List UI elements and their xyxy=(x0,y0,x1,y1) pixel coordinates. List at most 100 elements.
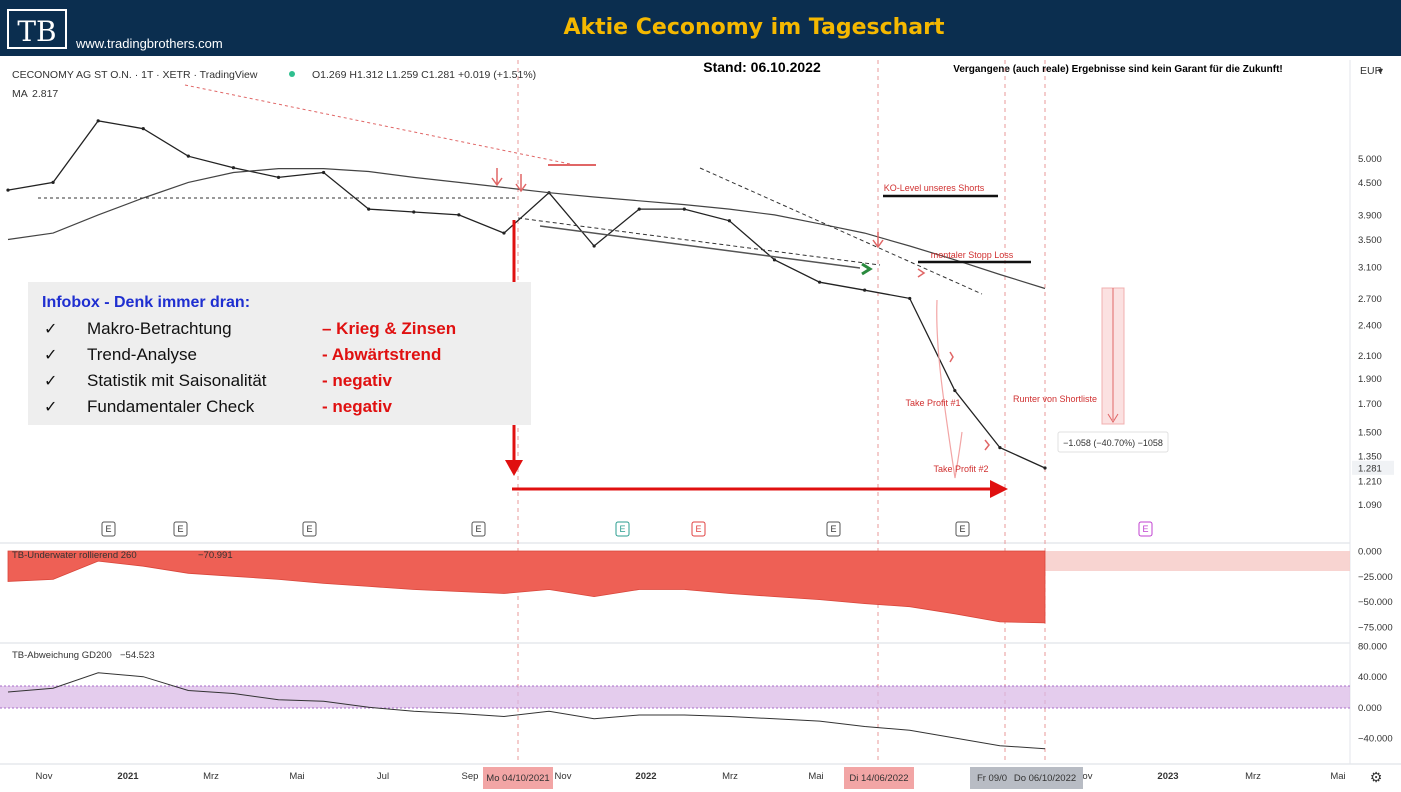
take-profit-1-label: Take Profit #1 xyxy=(905,398,960,408)
date-highlight-3-label: Fr 09/0 xyxy=(977,773,1007,784)
price-point xyxy=(276,175,281,179)
price-tick-label: 3.500 xyxy=(1358,235,1382,246)
time-axis-label: Sep xyxy=(462,771,479,782)
event-marker[interactable] xyxy=(615,521,630,537)
gd200-tick-label: 80.000 xyxy=(1358,642,1387,653)
price-point xyxy=(51,180,55,184)
price-point xyxy=(367,207,371,211)
ko-level-label: KO-Level unseres Shorts xyxy=(884,183,985,193)
event-marker-label: E xyxy=(105,524,111,534)
date-highlight-1 xyxy=(483,767,553,789)
chevron-down-icon[interactable]: ▾ xyxy=(1378,66,1383,77)
arrow-head-right-icon xyxy=(990,480,1008,498)
event-marker[interactable] xyxy=(691,521,706,537)
measure-arrow-icon xyxy=(1107,413,1119,423)
short-signal-arrows xyxy=(491,168,884,249)
price-point xyxy=(141,127,145,131)
gd200-tick-label: 40.000 xyxy=(1358,672,1387,683)
event-marker-label: E xyxy=(177,524,183,534)
arrow-head-down-icon xyxy=(505,460,523,476)
upper-dashed-trendline[interactable] xyxy=(699,167,983,295)
time-axis-label: Mrz xyxy=(722,771,738,782)
time-axis-label: Nov xyxy=(36,771,53,782)
arrow-down-icon xyxy=(872,232,884,249)
price-point xyxy=(96,119,100,123)
time-axis-label: Mai xyxy=(289,771,304,782)
event-marker[interactable] xyxy=(1138,521,1153,537)
time-axis[interactable]: Nov 2021 Mrz Mai Jul Sep Nov 2022 Mrz Ma… xyxy=(36,771,1346,782)
ma-series-line xyxy=(7,168,1046,290)
price-point xyxy=(727,219,731,223)
price-point xyxy=(231,166,236,170)
gear-icon[interactable]: ⚙ xyxy=(1370,770,1383,786)
website-link[interactable]: www.tradingbrothers.com xyxy=(75,36,223,51)
time-axis-label: Jul xyxy=(377,771,389,782)
price-point xyxy=(592,244,596,248)
price-point xyxy=(1043,466,1047,470)
infobox-item-value: - negativ xyxy=(322,397,392,416)
price-tick-label: 1.900 xyxy=(1358,374,1382,385)
underwater-area xyxy=(7,550,1046,624)
gd200-series-group xyxy=(7,672,1046,750)
time-axis-label: Mrz xyxy=(1245,771,1261,782)
event-marker[interactable] xyxy=(955,521,970,537)
gd200-indicator-value: −54.523 xyxy=(120,650,155,661)
checkmark-icon: ✓ xyxy=(44,373,57,390)
event-marker-label: E xyxy=(306,524,312,534)
infobox-item-value: – Krieg & Zinsen xyxy=(322,319,456,338)
checkmark-icon: ✓ xyxy=(44,347,57,364)
arrow-down-icon xyxy=(491,168,503,187)
time-axis-label: 2022 xyxy=(635,771,656,782)
symbol-line: CECONOMY AG ST O.N. · 1T · XETR · Tradin… xyxy=(12,69,258,81)
chevron-right-icon xyxy=(949,351,954,363)
time-axis-label: 2021 xyxy=(117,771,139,782)
time-axis-label: Mai xyxy=(808,771,823,782)
price-series-group xyxy=(6,119,1047,470)
infobox-list: ✓ Makro-Betrachtung – Krieg & Zinsen ✓ T… xyxy=(44,319,456,416)
channel-bottom-line[interactable] xyxy=(539,225,861,269)
underwater-axis[interactable]: 0.000 −25.000 −50.000 −75.000 xyxy=(1358,547,1393,634)
event-marker[interactable] xyxy=(173,521,188,537)
price-point xyxy=(908,296,912,301)
gd200-tick-label: 0.000 xyxy=(1358,703,1382,714)
price-tick-label: 1.210 xyxy=(1358,476,1382,487)
header-bar xyxy=(0,0,1401,56)
price-point xyxy=(637,207,641,211)
stop-loss-label: mentaler Stopp Loss xyxy=(931,250,1014,260)
price-point xyxy=(6,188,10,192)
infobox-item-label: Trend-Analyse xyxy=(87,345,197,364)
price-tick-label: 2.700 xyxy=(1358,294,1382,305)
logo-box xyxy=(7,9,67,49)
ohlc-values: O1.269 H1.312 L1.259 C1.281 +0.019 (+1.5… xyxy=(312,69,536,81)
live-dot-icon xyxy=(289,71,295,77)
gd200-axis[interactable]: 80.000 40.000 0.000 −40.000 xyxy=(1358,642,1393,745)
underwater-tick-label: −25.000 xyxy=(1358,572,1393,583)
price-point xyxy=(817,280,822,284)
date-highlight-3 xyxy=(970,767,1083,789)
gd200-series-line xyxy=(7,672,1046,750)
price-point xyxy=(186,154,190,158)
event-marker[interactable] xyxy=(471,521,486,537)
event-marker[interactable] xyxy=(302,521,317,537)
price-axis[interactable]: 5.000 4.500 3.900 3.500 3.100 2.700 2.400 2.100… xyxy=(1352,154,1394,511)
lower-dashed-trendline[interactable] xyxy=(517,217,881,266)
projection-curve xyxy=(936,299,963,479)
measure-label: −1.058 (−40.70%) −1058 xyxy=(1063,438,1163,448)
disclaimer: Vergangene (auch reale) Ergebnisse sind … xyxy=(953,64,1283,75)
event-marker[interactable] xyxy=(101,521,116,537)
underwater-projection-band xyxy=(1045,551,1350,571)
event-marker[interactable] xyxy=(826,521,841,537)
currency-label[interactable]: EUR xyxy=(1360,65,1383,77)
date-highlight-2-label: Di 14/06/2022 xyxy=(849,773,908,784)
checkmark-icon: ✓ xyxy=(44,321,57,338)
price-point xyxy=(502,231,506,235)
price-tick-label: 1.350 xyxy=(1358,451,1382,462)
time-axis-label: Nov xyxy=(555,771,572,782)
red-resistance-trendline[interactable] xyxy=(184,84,576,166)
price-point xyxy=(322,170,326,175)
price-tick-label: 1.700 xyxy=(1358,399,1382,410)
arrow-down-icon xyxy=(515,174,527,193)
time-axis-label: Mai xyxy=(1330,771,1345,782)
